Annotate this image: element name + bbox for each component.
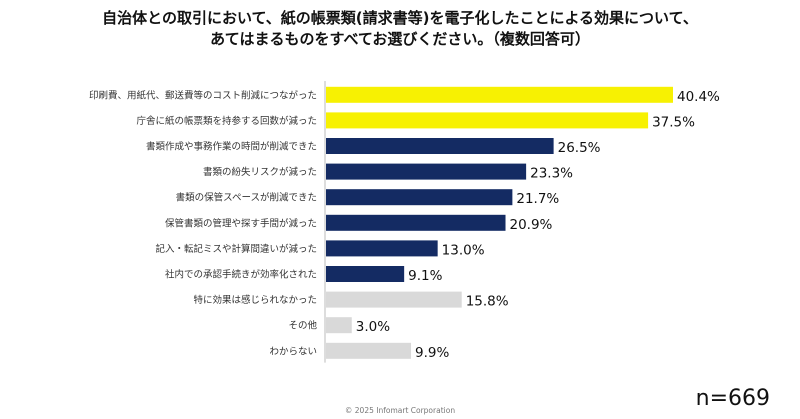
category-label: 特に効果は感じられなかった <box>193 294 317 306</box>
category-label: 書類作成や事務作業の時間が削減できた <box>146 141 317 153</box>
copyright-notice: © 2025 Infomart Corporation <box>344 406 456 415</box>
bar <box>326 240 438 257</box>
bar <box>326 214 506 231</box>
chart-title-line-2: あてはまるものをすべてお選びください。（複数回答可） <box>210 30 590 48</box>
bar <box>326 317 352 334</box>
value-label: 9.9% <box>415 345 449 361</box>
value-label: 23.3% <box>530 166 573 182</box>
category-label: 記入・転記ミスや計算間違いが減った <box>155 243 317 255</box>
bar <box>326 138 554 154</box>
chart-title: 自治体との取引において、紙の帳票類(請求書等)を電子化したことによる効果について… <box>0 8 800 50</box>
value-label: 9.1% <box>408 268 442 284</box>
bar <box>326 86 673 103</box>
category-label: 保管書類の管理や探す手間が減った <box>165 217 317 229</box>
bar <box>326 163 527 180</box>
value-label: 20.9% <box>510 217 553 233</box>
category-label: 庁舎に紙の帳票類を持参する回数が減った <box>136 115 317 127</box>
value-label: 40.4% <box>677 89 720 105</box>
value-label: 21.7% <box>516 191 559 207</box>
category-label: わからない <box>269 346 317 357</box>
category-label: 書類の紛失リスクが減った <box>203 166 317 178</box>
bar <box>326 112 649 129</box>
value-label: 15.8% <box>466 294 509 310</box>
bar <box>326 342 412 359</box>
chart-title-line-1: 自治体との取引において、紙の帳票類(請求書等)を電子化したことによる効果について… <box>102 9 698 27</box>
category-label: 社内での承認手続きが効率化された <box>165 269 317 281</box>
sample-size: n=669 <box>695 386 770 411</box>
bar <box>326 189 513 206</box>
value-label: 13.0% <box>442 242 485 258</box>
bar <box>326 266 405 282</box>
value-label: 26.5% <box>558 140 601 156</box>
value-label: 3.0% <box>356 319 390 335</box>
value-label: 37.5% <box>652 114 695 130</box>
category-label: 印刷費、用紙代、郵送費等のコスト削減につながった <box>89 89 317 101</box>
bar <box>326 291 462 308</box>
category-label: 書類の保管スペースが削減できた <box>176 192 317 204</box>
category-label: その他 <box>288 320 317 332</box>
